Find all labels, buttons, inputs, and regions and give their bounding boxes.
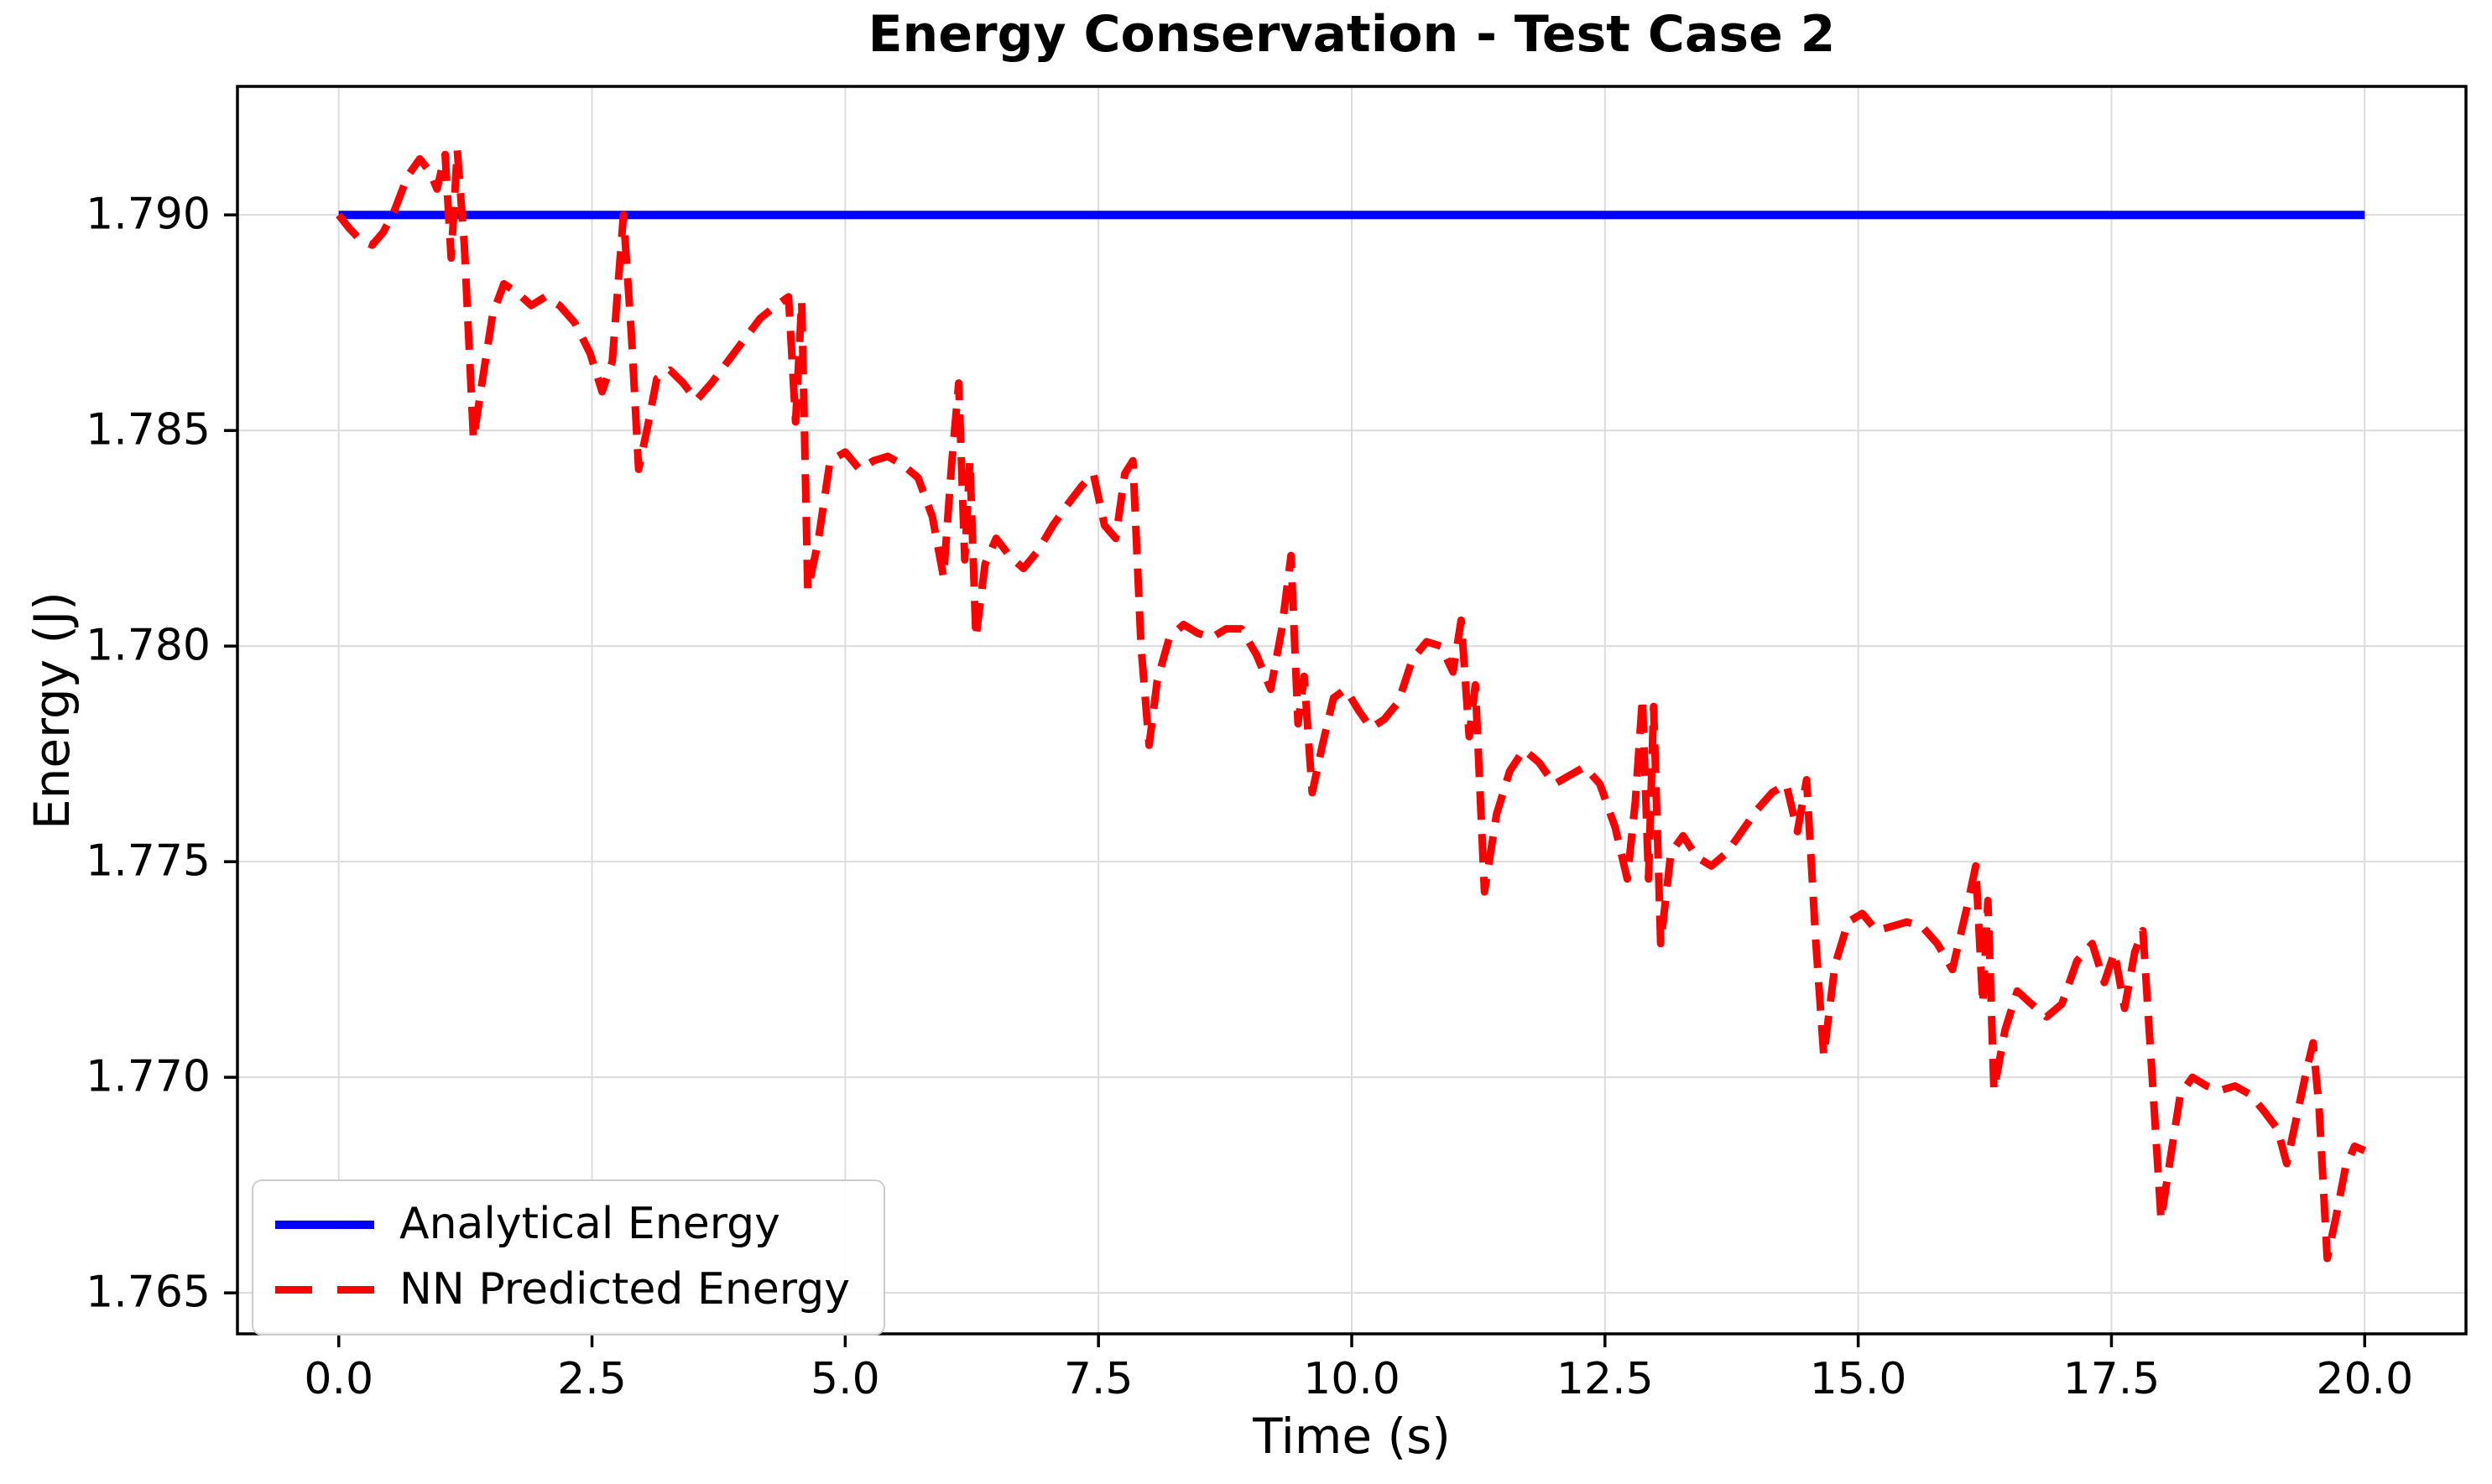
legend-item: Analytical Energy xyxy=(275,1199,850,1250)
x-tick-label: 12.5 xyxy=(1556,1354,1654,1404)
y-tick-label: 1.775 xyxy=(86,836,211,887)
legend-item: NN Predicted Energy xyxy=(275,1263,851,1315)
x-tick-label: 0.0 xyxy=(304,1354,374,1404)
y-tick-label: 1.765 xyxy=(86,1267,211,1318)
x-tick-label: 10.0 xyxy=(1303,1354,1400,1404)
chart-title: Energy Conservation - Test Case 2 xyxy=(868,5,1836,64)
y-tick-label: 1.770 xyxy=(86,1051,211,1102)
x-axis-label: Time (s) xyxy=(1253,1408,1451,1465)
x-tick-label: 20.0 xyxy=(2316,1354,2414,1404)
y-tick-label: 1.785 xyxy=(86,404,211,456)
x-tick-label: 7.5 xyxy=(1063,1354,1134,1404)
y-tick-label: 1.780 xyxy=(86,620,211,671)
legend-dashed-line-sample xyxy=(275,1286,374,1294)
y-tick-label: 1.790 xyxy=(86,189,211,240)
legend-label: Analytical Energy xyxy=(399,1199,780,1249)
legend-label: NN Predicted Energy xyxy=(399,1263,851,1315)
plot-area xyxy=(224,85,2468,1347)
x-tick-label: 5.0 xyxy=(811,1354,880,1404)
legend-solid-line-sample xyxy=(275,1220,374,1229)
legend: Analytical Energy NN Predicted Energy xyxy=(252,1179,886,1336)
x-tick-label: 15.0 xyxy=(1809,1354,1907,1404)
series-nn-predicted-energy xyxy=(336,146,2367,1263)
plot-frame xyxy=(236,85,2468,1336)
x-tick-label: 2.5 xyxy=(557,1354,627,1404)
x-tick-label: 17.5 xyxy=(2062,1354,2161,1404)
